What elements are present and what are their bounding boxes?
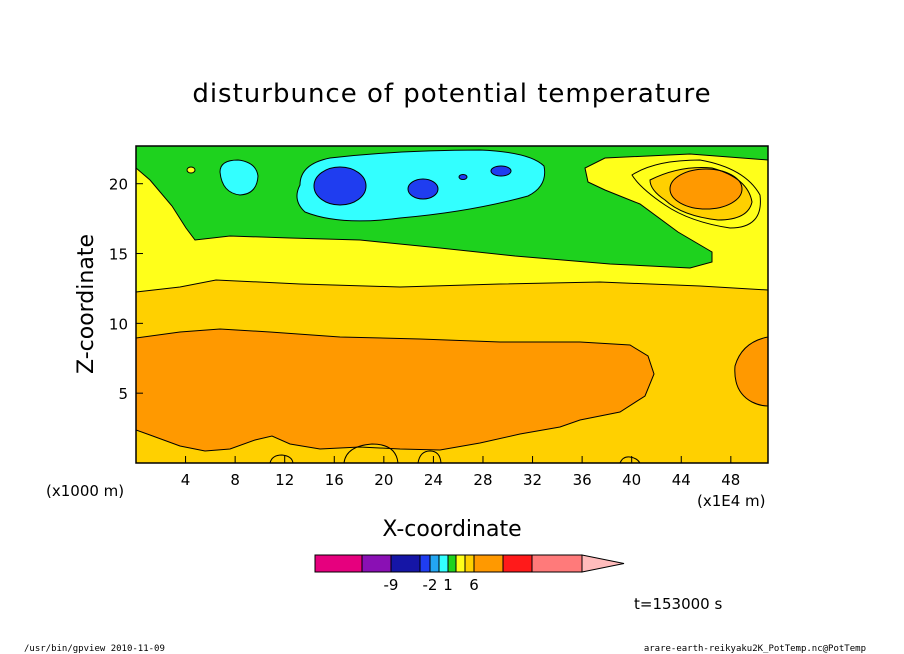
colorbar-swatch: [464, 554, 475, 573]
colorbar: -9 -2 1 6: [314, 554, 625, 594]
fill-gold-bump-2: [418, 451, 441, 463]
fill-blue-2: [408, 179, 438, 199]
x-tick-label: 48: [721, 471, 740, 489]
x-tick-label: 4: [181, 471, 191, 489]
colorbar-label: -9: [384, 576, 399, 594]
x-tick-label: 12: [275, 471, 294, 489]
colorbar-swatch: [419, 554, 431, 573]
colorbar-swatch: [438, 554, 449, 573]
fill-blue-3: [491, 166, 511, 176]
y-tick-label: 5: [118, 385, 128, 403]
fill-gold-bump-1: [344, 444, 398, 463]
chart-title: disturbunce of potential temperature: [192, 79, 711, 109]
x-tick-label: 44: [672, 471, 691, 489]
plot-frame: [135, 145, 769, 464]
x-tick-label: 20: [374, 471, 393, 489]
colorbar-swatch: [502, 554, 533, 573]
colorbar-swatch: [390, 554, 421, 573]
x-unit-left: (x1000 m): [46, 482, 124, 500]
x-tick-label: 16: [325, 471, 344, 489]
colorbar-label: -2: [423, 576, 438, 594]
colorbar-swatch: [473, 554, 504, 573]
fill-gold-bump-3: [270, 455, 293, 463]
plot-area: [136, 146, 768, 463]
fill-cyan-small: [220, 160, 258, 195]
y-axis-label: Z-coordinate: [74, 234, 99, 374]
x-tick-label: 28: [473, 471, 492, 489]
colorbar-extend-arrow: [581, 554, 625, 573]
colorbar-swatch: [429, 554, 440, 573]
x-tick-label: 40: [622, 471, 641, 489]
x-tick-label: 32: [523, 471, 542, 489]
x-tick-label: 8: [230, 471, 240, 489]
footer-left: /usr/bin/gpview 2010-11-09: [24, 644, 165, 654]
fill-gold-bump-4: [620, 456, 640, 463]
y-tick-label: 15: [109, 246, 128, 264]
y-axis: 5 10 15 20: [109, 176, 143, 403]
fill-blue-4: [459, 174, 467, 180]
fill-orange-pocket: [670, 169, 742, 209]
colorbar-swatch: [455, 554, 466, 573]
footer-right: arare-earth-reikyaku2K_PotTemp.nc@PotTem…: [644, 644, 866, 654]
y-tick-label: 10: [109, 315, 128, 333]
x-tick-label: 36: [573, 471, 592, 489]
colorbar-label: 6: [469, 576, 479, 594]
fill-orange-right: [734, 337, 768, 406]
x-tick-label: 24: [424, 471, 443, 489]
contour-lines: [136, 149, 768, 463]
x-unit-right: (x1E4 m): [697, 492, 766, 510]
fill-level-orange: [136, 329, 654, 451]
x-axis-label: X-coordinate: [382, 517, 521, 542]
colorbar-swatch: [314, 554, 363, 573]
colorbar-swatch: [531, 554, 583, 573]
time-label: t=153000 s: [634, 595, 722, 613]
x-axis: 4 8 12 16 20 24 28 32 36 40 44 48: [181, 456, 740, 489]
colorbar-swatch: [361, 554, 392, 573]
fill-yellow-dot: [187, 167, 195, 173]
colorbar-swatch: [447, 554, 457, 573]
y-tick-label: 20: [109, 176, 128, 194]
fill-blue-1: [314, 167, 366, 205]
colorbar-label: 1: [443, 576, 453, 594]
